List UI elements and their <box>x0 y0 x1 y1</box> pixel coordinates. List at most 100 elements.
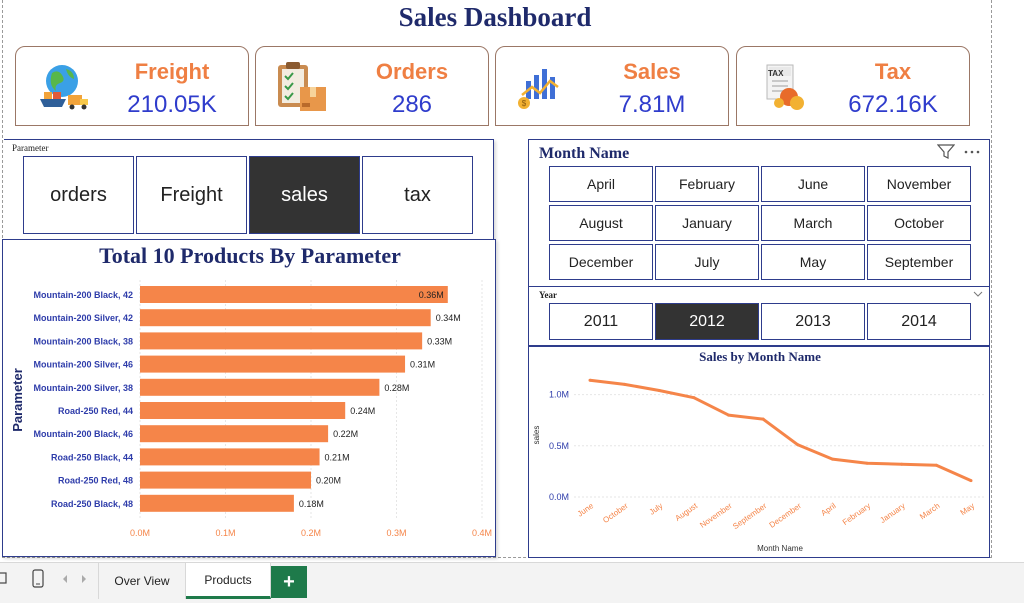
year-slicer-label: Year <box>539 290 557 300</box>
month-option-december[interactable]: December <box>549 244 653 280</box>
svg-text:$: $ <box>522 99 527 108</box>
bar-chart-x-tick-label: 0.4M <box>472 528 492 538</box>
bar-chart-y-axis-title: Parameter <box>10 368 25 432</box>
desktop-view-icon[interactable] <box>0 571 10 587</box>
bar-chart-category-label: Mountain-200 Black, 46 <box>33 429 133 439</box>
chart-coin-icon: $ <box>518 69 559 109</box>
bar-chart-data-label: 0.20M <box>316 476 341 486</box>
bar-chart-x-tick-label: 0.1M <box>215 528 235 538</box>
line-chart-x-tick-label: March <box>918 501 941 521</box>
line-chart-x-tick-label: November <box>698 501 734 530</box>
bar-chart-data-label: 0.24M <box>350 406 375 416</box>
parameter-option-sales[interactable]: sales <box>249 156 360 234</box>
line-chart-series-line <box>589 378 972 482</box>
year-option-2013[interactable]: 2013 <box>761 303 865 340</box>
parameter-option-freight[interactable]: Freight <box>136 156 247 234</box>
month-option-january[interactable]: January <box>655 205 759 241</box>
line-chart-x-tick-label: July <box>648 501 665 517</box>
kpi-card-orders[interactable]: Orders 286 <box>255 46 489 126</box>
line-chart-x-tick-label: October <box>601 501 630 525</box>
kpi-card-tax[interactable]: TAX Tax 672.16K <box>736 46 970 126</box>
bar-chart-bar <box>140 378 380 396</box>
line-chart-x-tick-label: August <box>673 501 699 523</box>
kpi-value-orders: 286 <box>391 91 433 118</box>
bar-chart-bar <box>140 425 329 443</box>
month-option-november[interactable]: November <box>867 166 971 202</box>
bar-chart-bar <box>140 309 431 327</box>
kpi-value-sales: 7.81M <box>618 91 686 118</box>
bar-chart-bar <box>140 286 448 303</box>
page-tab-bar: Over View Products + <box>0 562 1024 603</box>
line-chart-y-tick-label: 1.0M <box>549 390 569 400</box>
bar-chart-x-tick-label: 0.2M <box>301 528 321 538</box>
line-chart-point <box>588 378 592 382</box>
kpi-card-freight[interactable]: Freight 210.05K <box>15 46 249 126</box>
scroll-right-icon[interactable] <box>80 574 88 584</box>
line-chart-point <box>796 443 800 447</box>
month-option-april[interactable]: April <box>549 166 653 202</box>
bar-chart-category-label: Road-250 Black, 44 <box>51 452 133 462</box>
kpi-label-freight: Freight <box>134 59 210 84</box>
month-option-june[interactable]: June <box>761 166 865 202</box>
line-chart-point <box>969 479 973 483</box>
bar-chart-category-label: Mountain-200 Black, 42 <box>33 290 133 300</box>
bar-chart-category-label: Mountain-200 Silver, 42 <box>33 313 133 323</box>
line-chart-x-tick-label: January <box>878 501 906 525</box>
month-option-september[interactable]: September <box>867 244 971 280</box>
month-option-may[interactable]: May <box>761 244 865 280</box>
line-chart-y-tick-label: 0.0M <box>549 492 569 502</box>
line-chart-y-axis-title: sales <box>532 426 541 445</box>
bar-chart-bar <box>140 332 423 350</box>
bar-chart-bar <box>140 402 346 419</box>
line-chart: sales Month Name 0.0M 0.5M 1.0M June October… <box>532 378 984 553</box>
clipboard-box-icon <box>278 62 326 111</box>
parameter-option-tax[interactable]: tax <box>362 156 473 234</box>
line-chart-point <box>830 457 834 461</box>
month-option-february[interactable]: February <box>655 166 759 202</box>
more-options-icon[interactable] <box>963 144 981 160</box>
month-option-march[interactable]: March <box>761 205 865 241</box>
parameter-slicer: Parameter orders Freight sales tax <box>4 139 494 239</box>
month-slicer: Month Name April February June November Augu… <box>528 139 990 287</box>
parameter-slicer-label: Parameter <box>12 143 49 153</box>
kpi-card-sales[interactable]: $ Sales 7.81M <box>495 46 729 126</box>
month-slicer-title: Month Name <box>539 145 630 162</box>
bar-chart-category-label: Mountain-200 Silver, 38 <box>33 383 133 393</box>
month-option-october[interactable]: October <box>867 205 971 241</box>
line-chart-x-tick-label: May <box>959 501 977 517</box>
year-option-2012[interactable]: 2012 <box>655 303 759 340</box>
bar-chart-data-label: 0.28M <box>384 383 409 393</box>
filter-icon[interactable] <box>937 144 955 160</box>
mobile-view-icon[interactable] <box>31 569 45 589</box>
year-option-2011[interactable]: 2011 <box>549 303 653 340</box>
tab-products[interactable]: Products <box>186 563 271 599</box>
scroll-left-icon[interactable] <box>61 574 69 584</box>
month-option-august[interactable]: August <box>549 205 653 241</box>
bar-chart-bar <box>140 448 320 466</box>
line-chart-x-tick-label: February <box>841 501 872 527</box>
parameter-option-orders[interactable]: orders <box>23 156 134 234</box>
line-chart-point <box>692 396 696 400</box>
products-bar-chart-panel: Total 10 Products By Parameter Parameter… <box>2 239 496 557</box>
bar-chart-category-label: Mountain-200 Silver, 46 <box>33 360 133 370</box>
add-page-button[interactable]: + <box>271 566 307 598</box>
line-chart-x-tick-label: September <box>731 501 768 531</box>
line-chart-point <box>934 463 938 467</box>
bar-chart-data-label: 0.33M <box>427 336 452 346</box>
tab-over-view[interactable]: Over View <box>98 563 186 599</box>
bar-chart-x-tick-label: 0.3M <box>386 528 406 538</box>
bar-chart-category-label: Mountain-200 Black, 38 <box>33 336 133 346</box>
bar-chart-data-label: 0.34M <box>436 313 461 323</box>
bar-chart-bar <box>140 471 311 489</box>
line-chart-x-axis-title: Month Name <box>757 544 803 553</box>
line-chart-x-tick-label: April <box>819 501 837 518</box>
chevron-down-icon[interactable] <box>973 290 983 298</box>
line-chart-y-tick-label: 0.5M <box>549 441 569 451</box>
month-option-july[interactable]: July <box>655 244 759 280</box>
tax-icon-label: TAX <box>768 69 784 78</box>
year-option-2014[interactable]: 2014 <box>867 303 971 340</box>
sales-by-month-line-chart-panel: Sales by Month Name sales Month Name 0.0… <box>528 346 990 558</box>
globe-freight-icon <box>40 65 88 110</box>
bar-chart-data-label: 0.21M <box>325 452 350 462</box>
kpi-label-sales: Sales <box>623 59 681 84</box>
